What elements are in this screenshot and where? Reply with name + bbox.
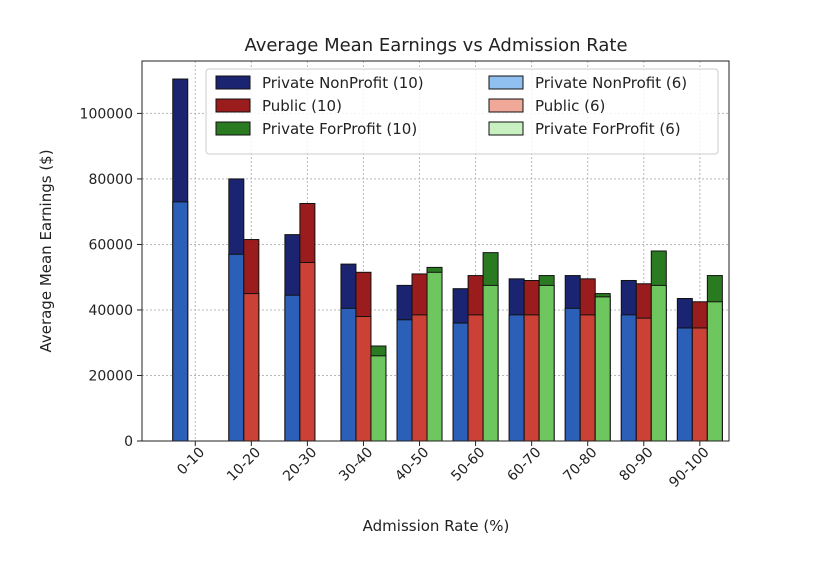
bar [706, 301, 723, 442]
y-tick-label: 0 [124, 434, 133, 450]
x-tick-label: 10-20 [224, 445, 264, 485]
bar [508, 314, 525, 442]
bar [691, 327, 708, 442]
bar [299, 261, 316, 442]
bar [452, 322, 469, 442]
y-axis-ticks: 0 20000 40000 60000 80000 100000 [80, 106, 142, 450]
legend-box [205, 68, 719, 155]
bar [482, 284, 499, 442]
bar [564, 307, 581, 442]
bar [243, 293, 260, 442]
legend: Private NonProfit (10) Public (10) Private… [205, 68, 719, 155]
x-axis-ticks: 0-10 10-20 20-30 30-40 40-50 50-60 60-70 70-80 8… [174, 441, 713, 491]
x-tick-label: 40-50 [392, 445, 432, 485]
legend-swatch [215, 121, 251, 136]
x-axis-label: Admission Rate (%) [363, 517, 510, 535]
bar [370, 355, 387, 442]
plot-frame [141, 60, 730, 442]
bar [340, 307, 357, 442]
legend-label: Private NonProfit (6) [535, 74, 687, 92]
bar [467, 314, 484, 442]
x-tick-label: 70-80 [560, 445, 600, 485]
bar [650, 284, 667, 442]
legend-swatch [488, 75, 524, 90]
legend-swatch [488, 121, 524, 136]
bar [594, 296, 611, 442]
bar [620, 314, 637, 442]
x-tick-label: 60-70 [504, 445, 544, 485]
legend-swatch [215, 98, 251, 113]
bar [355, 316, 372, 442]
bar [523, 314, 540, 442]
x-tick-label: 20-30 [280, 445, 320, 485]
y-tick-label: 60000 [88, 237, 133, 253]
bar [411, 314, 428, 442]
chart-title: Average Mean Earnings vs Admission Rate [244, 35, 627, 56]
legend-label: Public (6) [535, 97, 605, 115]
legend-swatch [488, 98, 524, 113]
x-tick-label: 80-90 [617, 445, 657, 485]
x-tick-label: 90-100 [666, 445, 712, 491]
x-tick-label: 0-10 [174, 445, 208, 479]
bar [172, 201, 189, 442]
y-tick-label: 40000 [88, 303, 133, 319]
bar [396, 319, 413, 442]
y-tick-label: 80000 [88, 172, 133, 188]
legend-label: Private NonProfit (10) [262, 74, 424, 92]
bar [579, 314, 596, 442]
legend-label: Public (10) [262, 97, 342, 115]
legend-label: Private ForProfit (6) [535, 120, 681, 138]
legend-label: Private ForProfit (10) [262, 120, 417, 138]
bar [635, 317, 652, 442]
bar [228, 253, 245, 442]
bar [284, 294, 301, 442]
bar [538, 284, 555, 442]
bar [426, 271, 443, 442]
y-tick-label: 20000 [88, 368, 133, 384]
bars [172, 78, 723, 442]
legend-swatch [215, 75, 251, 90]
y-axis-label: Average Mean Earnings ($) [37, 149, 55, 352]
y-tick-label: 100000 [80, 106, 133, 122]
bar [676, 327, 693, 442]
x-tick-label: 30-40 [336, 445, 376, 485]
x-tick-label: 50-60 [448, 445, 488, 485]
